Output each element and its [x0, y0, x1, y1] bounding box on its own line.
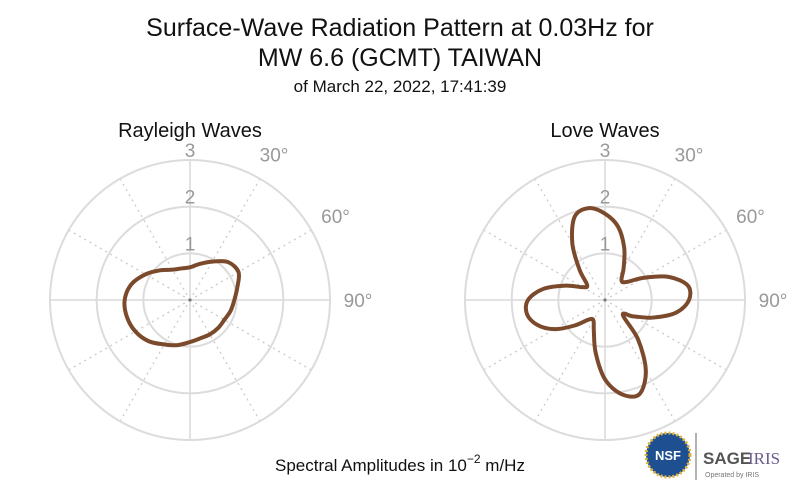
theta-grid-line: [534, 299, 606, 422]
theta-tick-label: 60°: [736, 207, 765, 228]
r-grid-circle: [510, 205, 700, 395]
radiation-curve: [523, 206, 693, 399]
r-grid-circle: [95, 205, 285, 395]
theta-tick-label: 90°: [759, 291, 788, 312]
plot-title: Love Waves: [550, 120, 659, 142]
caption-unit: m/Hz: [485, 456, 525, 475]
theta-tick-label: 60°: [321, 207, 350, 228]
r-grid-circle: [464, 159, 746, 441]
theta-tick-label: 90°: [344, 291, 373, 312]
theta-grid-line: [189, 178, 261, 301]
theta-grid-line: [189, 229, 312, 301]
title-line: MW 6.6 (GCMT) TAIWAN: [258, 44, 542, 72]
plot-title: Rayleigh Waves: [118, 120, 262, 142]
theta-grid-line: [119, 299, 191, 422]
theta-grid-line: [119, 178, 191, 301]
r-grid-circle: [557, 252, 653, 348]
caption-base: 10: [448, 456, 467, 475]
r-tick-label: 3: [185, 141, 196, 162]
operated-text: Operated by IRIS: [705, 472, 759, 479]
nsf-text: NSF: [655, 448, 681, 463]
center-dot: [603, 298, 607, 302]
r-tick-label: 2: [600, 188, 611, 209]
sage-text: SAGE: [703, 449, 751, 468]
theta-grid-line: [604, 299, 727, 371]
iris-text: IRIS: [748, 449, 780, 468]
r-tick-label: 1: [600, 234, 611, 255]
polar-plot: 1 2 3 30° 60° 90° Love Waves: [464, 120, 788, 441]
nsf-logo-ring: [644, 431, 692, 479]
title-line: Surface-Wave Radiation Pattern at 0.03Hz…: [146, 14, 654, 42]
theta-tick-label: 30°: [675, 146, 704, 167]
r-grid-circle: [49, 159, 331, 441]
theta-grid-line: [68, 299, 191, 371]
r-tick-label: 3: [600, 141, 611, 162]
r-tick-label: 1: [185, 234, 196, 255]
nsf-logo: [646, 433, 690, 477]
r-grid-circle: [142, 252, 238, 348]
logos: NSF SAGE IRIS Operated by IRIS: [644, 431, 780, 480]
theta-grid-line: [534, 178, 606, 301]
subtitle: of March 22, 2022, 17:41:39: [294, 77, 507, 96]
theta-grid-line: [604, 178, 676, 301]
center-dot: [188, 298, 192, 302]
theta-grid-line: [483, 299, 606, 371]
theta-tick-label: 30°: [260, 146, 289, 167]
radiation-curve: [122, 259, 242, 348]
polar-plot: 1 2 3 30° 60° 90° Rayleigh Waves: [49, 120, 373, 441]
r-tick-label: 2: [185, 188, 196, 209]
caption: Spectral Amplitudes in 10−2 m/Hz: [275, 448, 525, 475]
caption-exponent: −2: [467, 452, 481, 466]
caption-text: Spectral Amplitudes in: [275, 456, 443, 475]
